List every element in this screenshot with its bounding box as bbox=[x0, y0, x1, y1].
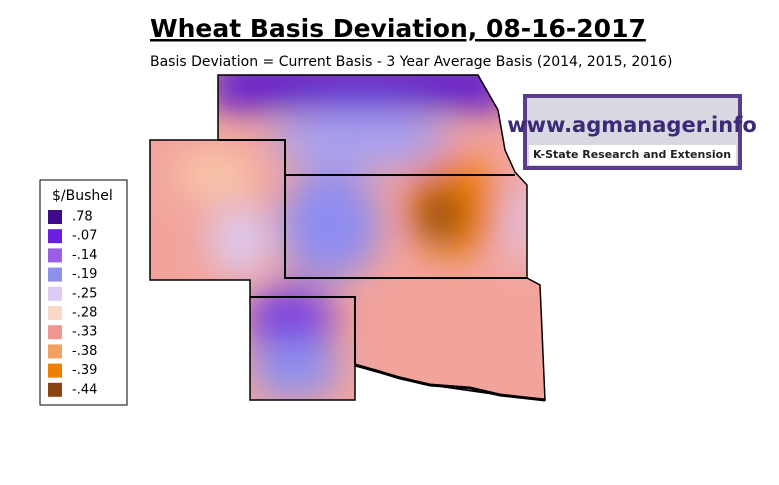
legend-label: -.25 bbox=[72, 286, 97, 301]
logo: www.agmanager.info K-State Research and … bbox=[507, 94, 757, 170]
legend-label: -.28 bbox=[72, 306, 97, 321]
legend-label: -.39 bbox=[72, 363, 97, 378]
legend-swatch bbox=[48, 382, 62, 397]
legend-swatch bbox=[48, 248, 62, 263]
legend-swatch bbox=[48, 363, 62, 378]
subtitle: Basis Deviation = Current Basis - 3 Year… bbox=[150, 54, 672, 70]
legend-label: .78 bbox=[72, 210, 93, 225]
borders bbox=[149, 74, 546, 402]
legend-label: -.07 bbox=[72, 229, 97, 244]
legend-title: $/Bushel bbox=[52, 188, 113, 204]
legend-label: -.14 bbox=[72, 248, 97, 263]
legend-items: .78 -.07 -.14 -.19 -.25 -.28 -.33 -.38 -.39 -.44 bbox=[48, 210, 97, 397]
logo-org: K-State Research and Extension bbox=[533, 148, 731, 161]
legend-swatch bbox=[48, 286, 62, 301]
legend-swatch bbox=[48, 325, 62, 340]
legend-swatch bbox=[48, 306, 62, 320]
legend-swatch bbox=[48, 229, 62, 244]
logo-url: www.agmanager.info bbox=[507, 113, 757, 137]
legend-swatch bbox=[48, 344, 62, 359]
legend-swatch bbox=[48, 267, 62, 282]
legend-label: -.44 bbox=[72, 382, 97, 397]
legend-label: -.19 bbox=[72, 267, 97, 282]
title: Wheat Basis Deviation, 08-16-2017 bbox=[150, 14, 646, 43]
legend-label: -.38 bbox=[72, 344, 97, 359]
map bbox=[150, 75, 545, 400]
legend-label: -.33 bbox=[72, 325, 97, 340]
logo-band bbox=[529, 145, 736, 165]
legend: $/Bushel .78 -.07 -.14 -.19 -.25 -.28 -.33 -.38… bbox=[39, 179, 128, 406]
legend-swatch bbox=[48, 210, 62, 224]
